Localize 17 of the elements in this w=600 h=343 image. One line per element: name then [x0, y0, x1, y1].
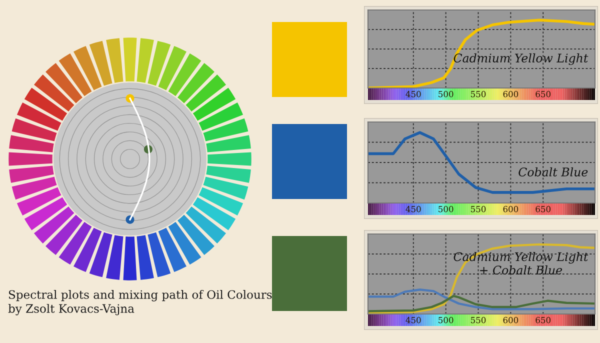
x-tick-label: 600: [503, 316, 518, 324]
x-tick-label: 550: [471, 90, 486, 98]
x-tick-label: 500: [438, 206, 454, 212]
text: Spectral plots and mixing path of Oil Colours by Zsolt Kovacs-Vajna: [8, 290, 272, 316]
x-tick-label: 650: [536, 90, 551, 98]
x-tick-label: 450: [406, 206, 421, 212]
annotation: Cobalt Blue: [518, 167, 588, 176]
x-tick-label: 450: [406, 90, 421, 98]
x-tick-label: 450: [406, 316, 421, 324]
x-tick-label: 500: [438, 90, 454, 98]
x-tick-label: 550: [471, 316, 486, 324]
x-tick-label: 650: [536, 206, 551, 212]
x-tick-label: 500: [438, 316, 454, 324]
x-tick-label: 600: [503, 90, 518, 98]
x-tick-label: 600: [503, 206, 518, 212]
x-tick-label: 550: [471, 206, 486, 212]
x-tick-label: 650: [536, 316, 551, 324]
